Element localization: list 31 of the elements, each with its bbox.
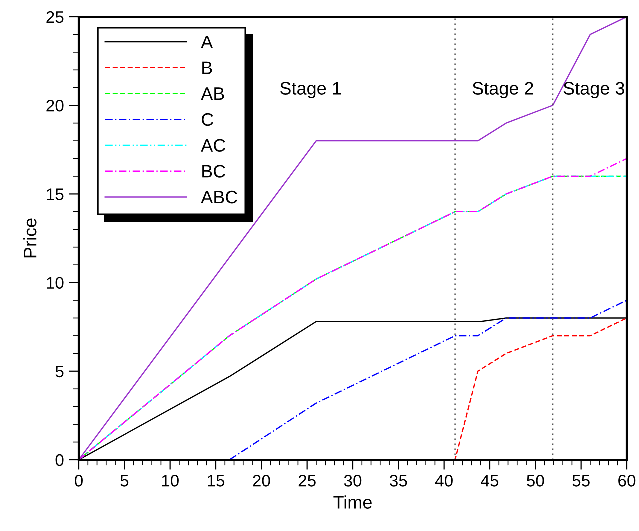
annotation: Stage 2 xyxy=(472,82,534,99)
annotation: Stage 3 xyxy=(564,82,624,99)
x-tick-label: 0 xyxy=(75,475,83,487)
y-axis-title: Price xyxy=(23,218,37,258)
legend-label: B xyxy=(202,62,212,74)
legend-label: C xyxy=(202,113,214,126)
x-tick-label: 60 xyxy=(618,475,636,487)
y-tick-label: 5 xyxy=(56,366,64,378)
legend-label: ABC xyxy=(201,190,238,204)
x-tick-label: 25 xyxy=(298,475,316,487)
x-axis-title: Time xyxy=(334,496,372,509)
x-tick-label: 55 xyxy=(572,475,590,487)
x-tick-label: 10 xyxy=(162,475,179,487)
y-tick-label: 10 xyxy=(47,277,64,290)
y-tick-label: 15 xyxy=(47,188,64,200)
x-tick-label: 20 xyxy=(253,475,270,487)
annotation: Stage 1 xyxy=(280,82,342,99)
x-tick-label: 5 xyxy=(120,475,129,487)
y-tick-label: 25 xyxy=(46,11,64,24)
legend-label: A xyxy=(201,36,214,48)
y-tick-label: 0 xyxy=(56,454,64,466)
x-tick-label: 50 xyxy=(527,475,544,487)
x-tick-label: 30 xyxy=(344,475,362,487)
legend-label: AB xyxy=(201,88,224,100)
x-tick-label: 35 xyxy=(390,475,408,487)
legend-label: BC xyxy=(202,165,226,178)
legend-label: AC xyxy=(201,139,226,152)
x-tick-label: 15 xyxy=(208,475,225,487)
y-tick-label: 20 xyxy=(46,100,64,112)
x-tick-label: 40 xyxy=(435,475,453,487)
x-tick-label: 45 xyxy=(481,475,499,487)
